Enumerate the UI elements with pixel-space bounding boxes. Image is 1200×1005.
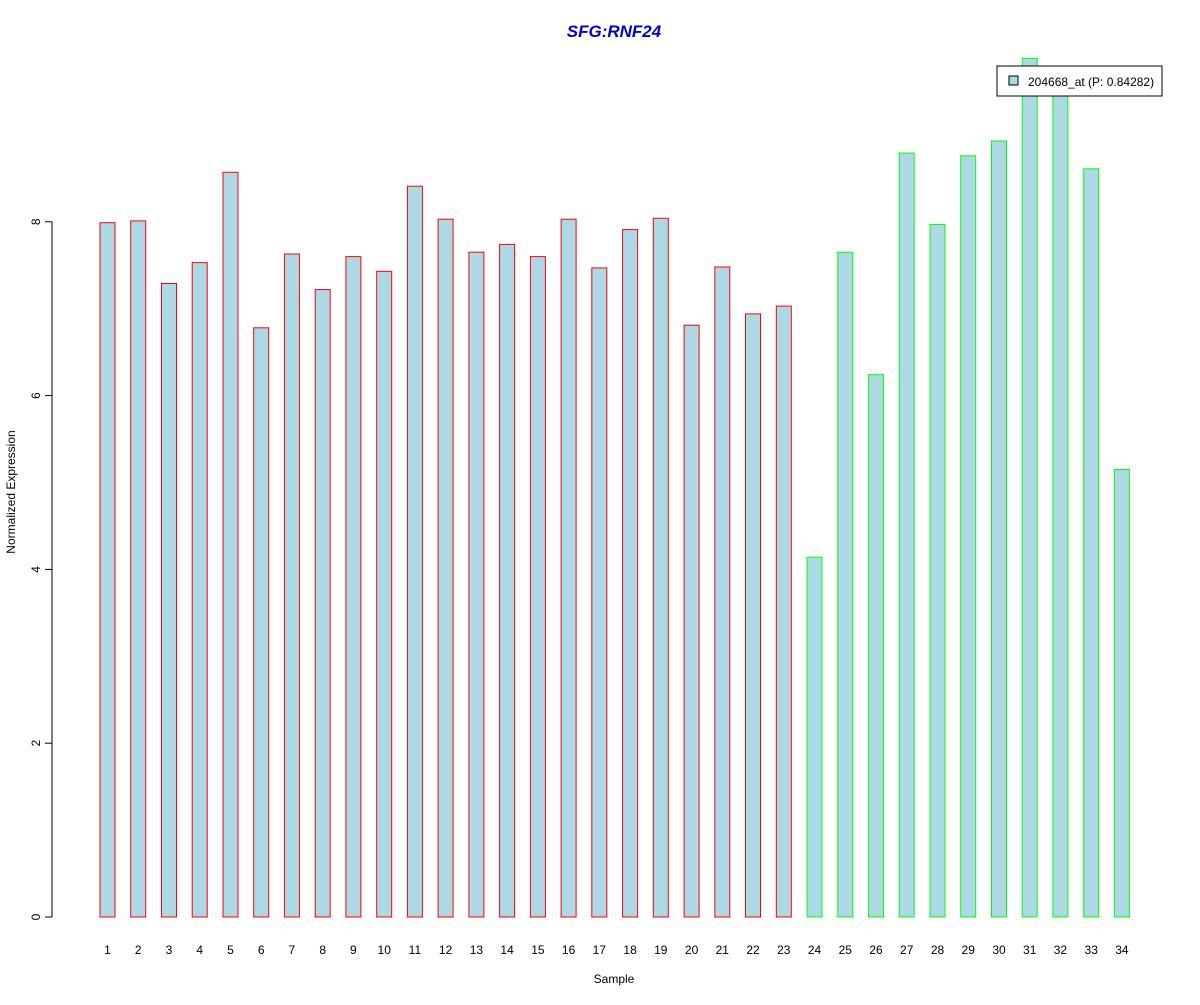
- x-tick-label: 1: [104, 943, 111, 957]
- bar-sample-1: [99, 222, 116, 918]
- x-tick-label: 7: [289, 943, 296, 957]
- x-tick-label: 13: [470, 943, 484, 957]
- y-axis: 0 2 4 6 8: [29, 218, 53, 920]
- x-tick-label: 29: [962, 943, 976, 957]
- bar-sample-30: [991, 140, 1007, 918]
- x-tick-label: 6: [258, 943, 265, 957]
- bar-sample-15: [529, 256, 546, 918]
- bar-sample-21: [714, 266, 731, 918]
- x-tick-labels: 1 2 3 4 5 6 7 8 9 10 11 12 13 14 15 16 17 18 19 20 21 22 23 24 2…: [104, 943, 1129, 957]
- x-tick-label: 30: [992, 943, 1006, 957]
- x-tick-label: 26: [869, 943, 883, 957]
- bar-sample-22: [745, 313, 761, 918]
- y-axis-label: Normalized Expression: [4, 430, 18, 553]
- x-tick-label: 27: [900, 943, 914, 957]
- y-tick-label: 2: [29, 740, 43, 747]
- x-tick-label: 10: [378, 943, 392, 957]
- x-tick-label: 12: [439, 943, 453, 957]
- bar-sample-32: [1052, 77, 1069, 918]
- x-tick-label: 31: [1023, 943, 1037, 957]
- bar-sample-20: [683, 324, 700, 918]
- x-tick-label: 14: [500, 943, 514, 957]
- x-tick-label: 3: [166, 943, 173, 957]
- x-tick-label: 28: [931, 943, 945, 957]
- x-tick-label: 19: [654, 943, 668, 957]
- bar-sample-19: [652, 217, 669, 918]
- x-tick-label: 33: [1085, 943, 1099, 957]
- legend-box: [996, 65, 1163, 97]
- bar-sample-26: [868, 374, 884, 918]
- bar-sample-23: [775, 305, 792, 918]
- y-tick-label: 4: [29, 566, 43, 573]
- x-tick-label: 20: [685, 943, 699, 957]
- y-tick-label: 6: [29, 392, 43, 399]
- x-tick-label: 15: [531, 943, 545, 957]
- x-tick-label: 4: [196, 943, 203, 957]
- bar-sample-28: [929, 223, 946, 918]
- bar-sample-24: [806, 556, 823, 918]
- x-tick-label: 16: [562, 943, 576, 957]
- x-tick-label: 32: [1054, 943, 1068, 957]
- bar-sample-27: [898, 152, 915, 918]
- x-tick-label: 11: [409, 943, 422, 957]
- bars-group: [99, 57, 1130, 918]
- x-tick-label: 8: [319, 943, 326, 957]
- x-tick-label: 34: [1115, 943, 1129, 957]
- x-tick-label: 23: [777, 943, 791, 957]
- bar-sample-7: [283, 253, 300, 918]
- bar-sample-14: [499, 243, 516, 918]
- x-tick-label: 18: [623, 943, 637, 957]
- x-tick-label: 17: [593, 943, 607, 957]
- legend-swatch: [1008, 75, 1019, 86]
- x-tick-label: 9: [350, 943, 357, 957]
- y-tick-label: 8: [29, 218, 43, 225]
- bar-sample-11: [406, 185, 423, 918]
- bar-sample-3: [161, 283, 177, 918]
- bar-sample-9: [345, 256, 362, 918]
- x-tick-label: 21: [716, 943, 730, 957]
- x-tick-label: 24: [808, 943, 822, 957]
- bar-sample-31: [1021, 57, 1038, 918]
- bar-sample-33: [1083, 168, 1100, 918]
- x-axis-label: Sample: [594, 972, 635, 986]
- chart-title: SFG:RNF24: [567, 22, 662, 41]
- bar-sample-2: [130, 220, 147, 918]
- bar-sample-29: [960, 155, 977, 918]
- bar-sample-25: [837, 251, 854, 918]
- bar-sample-16: [560, 218, 577, 918]
- bar-sample-13: [468, 251, 485, 918]
- x-tick-label: 25: [839, 943, 853, 957]
- bar-sample-12: [437, 218, 454, 918]
- bar-sample-18: [622, 229, 639, 918]
- y-tick-label: 0: [29, 913, 43, 920]
- x-tick-label: 2: [135, 943, 142, 957]
- bar-sample-10: [376, 270, 393, 918]
- x-tick-label: 22: [746, 943, 760, 957]
- bar-sample-34: [1113, 469, 1130, 918]
- bar-sample-17: [591, 267, 608, 918]
- bar-sample-8: [314, 289, 331, 918]
- legend: 204668_at (P: 0.84282): [996, 65, 1163, 97]
- x-tick-label: 5: [227, 943, 234, 957]
- bar-sample-5: [222, 171, 239, 918]
- bar-sample-6: [253, 327, 270, 918]
- legend-label: 204668_at (P: 0.84282): [1028, 75, 1154, 89]
- bar-sample-4: [191, 262, 208, 918]
